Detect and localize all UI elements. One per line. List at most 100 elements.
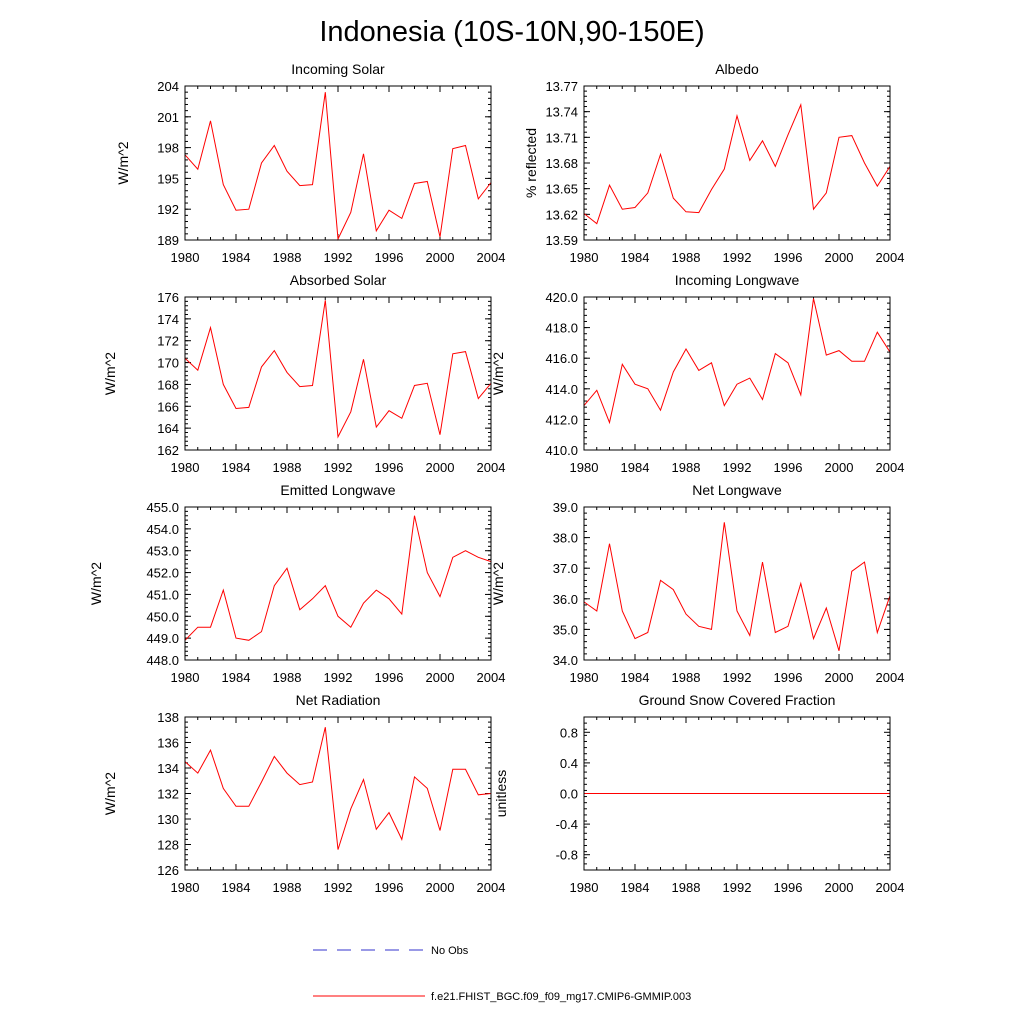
- x-tick-label: 1988: [672, 460, 701, 475]
- plot-frame: [184, 85, 492, 241]
- panel-title: Emitted Longwave: [280, 482, 395, 498]
- y-tick-label: 138: [157, 710, 179, 725]
- x-tick-label: 1988: [273, 250, 302, 265]
- y-tick-label: 454.0: [146, 522, 179, 537]
- y-tick-label: 451.0: [146, 587, 179, 602]
- legend-label-no-obs: No Obs: [431, 945, 469, 957]
- panel-title: Absorbed Solar: [290, 272, 387, 288]
- x-tick-label: 2004: [477, 250, 506, 265]
- x-tick-label: 1984: [621, 880, 650, 895]
- x-tick-label: 2000: [426, 670, 455, 685]
- x-tick-label: 1988: [672, 670, 701, 685]
- x-tick-label: 2004: [477, 460, 506, 475]
- x-tick-label: 2000: [825, 250, 854, 265]
- x-tick-label: 1996: [375, 250, 404, 265]
- figure-title: Indonesia (10S-10N,90-150E): [319, 16, 704, 48]
- plot-frame: [184, 716, 492, 871]
- x-tick-label: 1996: [774, 670, 803, 685]
- x-tick-label: 1980: [171, 250, 200, 265]
- x-tick-label: 1992: [723, 670, 752, 685]
- x-tick-label: 1992: [723, 460, 752, 475]
- y-tick-label: 164: [157, 421, 179, 436]
- chart-panel-0: Incoming Solar W/m^2 1980 1984 1988 1992 1996 2…: [115, 61, 505, 265]
- x-tick-label: 1988: [273, 460, 302, 475]
- chart-panel-4: Emitted Longwave W/m^2 1980 1984 1988 1992 199…: [88, 482, 505, 685]
- x-tick-label: 2004: [876, 880, 905, 895]
- y-tick-label: 195: [157, 171, 179, 186]
- x-tick-label: 1992: [324, 250, 353, 265]
- panel-title: Net Radiation: [296, 692, 381, 708]
- y-tick-label: -0.8: [556, 848, 578, 863]
- x-tick-label: 2000: [825, 460, 854, 475]
- y-tick-label: 198: [157, 141, 179, 156]
- y-tick-label: 189: [157, 233, 179, 248]
- y-tick-label: 0.0: [560, 787, 578, 802]
- y-tick-label: -0.4: [556, 817, 578, 832]
- x-tick-label: 2000: [426, 460, 455, 475]
- y-tick-label: 412.0: [545, 412, 578, 427]
- series-line: [583, 102, 891, 225]
- panel-title: Incoming Solar: [291, 61, 385, 77]
- x-tick-label: 2004: [477, 670, 506, 685]
- x-tick-label: 1980: [570, 880, 599, 895]
- y-tick-label: 38.0: [553, 531, 578, 546]
- y-tick-label: 130: [157, 812, 179, 827]
- x-tick-label: 1992: [723, 880, 752, 895]
- legend-label-model: f.e21.FHIST_BGC.f09_f09_mg17.CMIP6-GMMIP…: [431, 991, 691, 1003]
- x-tick-label: 1988: [672, 880, 701, 895]
- y-axis-label: W/m^2: [102, 772, 118, 815]
- x-tick-label: 1992: [324, 670, 353, 685]
- x-tick-label: 2004: [876, 460, 905, 475]
- x-tick-label: 1980: [171, 670, 200, 685]
- series-line: [184, 300, 492, 439]
- y-tick-label: 37.0: [553, 561, 578, 576]
- plot-frame: [583, 716, 891, 871]
- chart-panel-5: Net Longwave W/m^2 1980 1984 1988 1992 1996 200…: [490, 482, 904, 685]
- y-tick-label: 449.0: [146, 631, 179, 646]
- panels: Incoming Solar W/m^2 1980 1984 1988 1992 1996 2…: [88, 61, 904, 895]
- y-tick-label: 13.77: [545, 79, 578, 94]
- y-tick-label: 13.71: [545, 130, 578, 145]
- y-tick-label: 13.59: [545, 233, 578, 248]
- y-tick-label: 418.0: [545, 321, 578, 336]
- y-tick-label: 13.65: [545, 182, 578, 197]
- y-tick-label: 420.0: [545, 290, 578, 305]
- panel-title: Albedo: [715, 61, 759, 77]
- legend: No Obs f.e21.FHIST_BGC.f09_f09_mg17.CMIP…: [313, 945, 691, 1003]
- y-tick-label: 34.0: [553, 653, 578, 668]
- y-tick-label: 414.0: [545, 382, 578, 397]
- y-axis-label: W/m^2: [490, 352, 506, 395]
- x-tick-label: 1996: [774, 460, 803, 475]
- y-tick-label: 13.62: [545, 207, 578, 222]
- x-tick-label: 2004: [477, 880, 506, 895]
- x-tick-label: 1996: [375, 880, 404, 895]
- y-tick-label: 0.8: [560, 725, 578, 740]
- y-tick-label: 134: [157, 761, 179, 776]
- x-tick-label: 1988: [273, 880, 302, 895]
- chart-panel-6: Net Radiation W/m^2 1980 1984 1988 1992 1996 20…: [102, 692, 505, 895]
- x-tick-label: 1980: [570, 460, 599, 475]
- y-tick-label: 174: [157, 312, 179, 327]
- x-tick-label: 2004: [876, 670, 905, 685]
- plot-frame: [184, 506, 492, 661]
- y-tick-label: 166: [157, 399, 179, 414]
- y-tick-label: 36.0: [553, 592, 578, 607]
- series-line: [184, 92, 492, 241]
- series-line: [583, 298, 891, 425]
- y-tick-label: 0.4: [560, 756, 578, 771]
- chart-panel-2: Absorbed Solar W/m^2 1980 1984 1988 1992 1996 2…: [102, 272, 505, 475]
- plot-frame: [184, 296, 492, 451]
- y-axis-label: % reflected: [523, 128, 539, 198]
- x-tick-label: 1984: [222, 880, 251, 895]
- y-tick-label: 13.74: [545, 105, 578, 120]
- chart-panel-1: Albedo % reflected 1980 1984 1988 1992 1996 200…: [523, 61, 904, 265]
- x-tick-label: 1980: [171, 880, 200, 895]
- x-tick-label: 2000: [426, 880, 455, 895]
- x-tick-label: 1980: [171, 460, 200, 475]
- y-tick-label: 176: [157, 290, 179, 305]
- series-line: [184, 515, 492, 641]
- y-tick-label: 416.0: [545, 351, 578, 366]
- plot-frame: [583, 85, 891, 241]
- x-tick-label: 1984: [621, 460, 650, 475]
- x-tick-label: 1988: [273, 670, 302, 685]
